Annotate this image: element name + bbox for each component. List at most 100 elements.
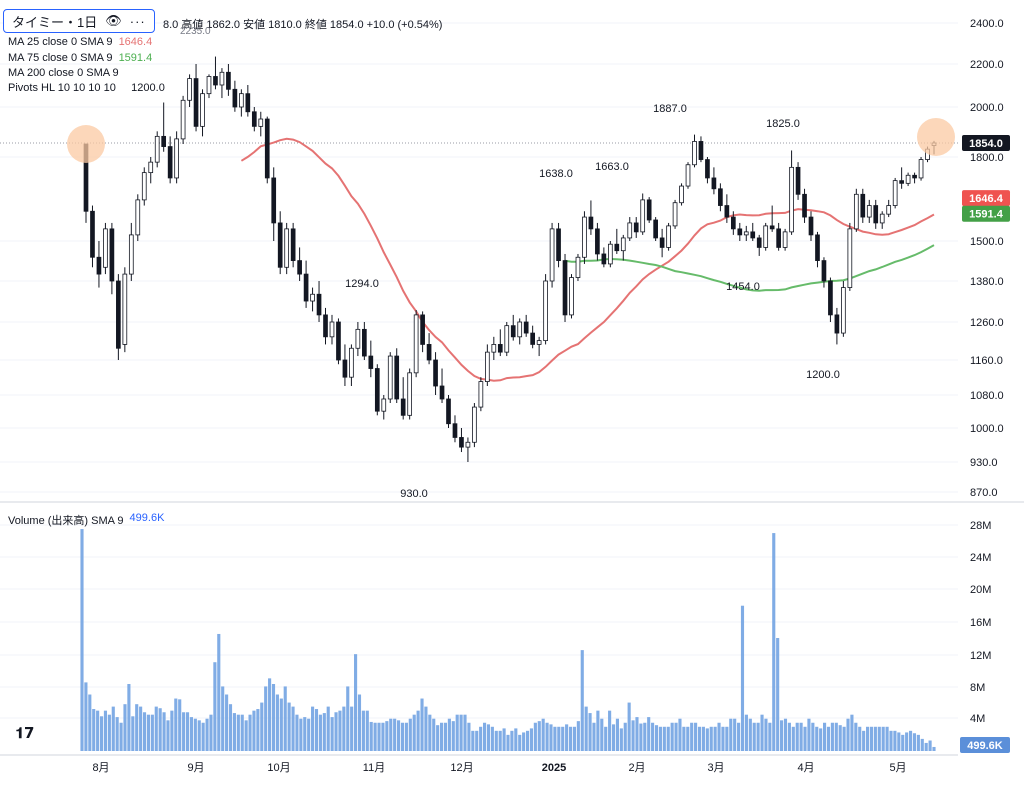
candle-body	[873, 205, 879, 224]
ma25-line	[240, 137, 935, 382]
candle-body	[206, 76, 212, 95]
volume-bar	[420, 698, 424, 751]
candle-body	[446, 398, 451, 425]
volume-bar	[768, 722, 772, 751]
volume-bar	[588, 713, 592, 751]
candle-body	[763, 225, 769, 248]
volume-tick-label: 20M	[970, 584, 991, 596]
volume-bar	[670, 722, 674, 751]
candle-body	[148, 161, 154, 174]
candle-body	[828, 280, 833, 316]
volume-bar	[619, 728, 623, 751]
pivots-legend[interactable]: Pivots HL 10 10 10 10	[8, 82, 116, 94]
volume-bar	[482, 722, 487, 751]
price-tick-label: 870.0	[970, 487, 998, 499]
symbol-selector[interactable]: タイミー・1日 👁 ···	[3, 9, 155, 33]
candle-body	[692, 141, 697, 166]
volume-bar	[217, 633, 221, 751]
volume-bar	[787, 722, 791, 751]
volume-bar	[443, 722, 448, 751]
volume-bar	[838, 725, 842, 751]
volume-bar	[893, 730, 897, 751]
time-tick-label: 8月	[92, 762, 109, 774]
candle-body	[646, 199, 652, 221]
volume-bar	[537, 721, 541, 751]
volume-bar	[490, 726, 494, 751]
candle-body	[815, 234, 820, 261]
volume-bar	[84, 682, 88, 751]
volume-bar	[205, 718, 209, 751]
volume-bar	[475, 730, 479, 751]
candle-body	[633, 222, 639, 233]
volume-bar	[701, 726, 705, 751]
volume-bar	[279, 698, 283, 751]
time-tick-label: 12月	[450, 762, 473, 774]
time-tick-label: 10月	[267, 762, 290, 774]
candle-body	[239, 93, 244, 108]
volume-bar	[385, 721, 389, 751]
volume-bar	[709, 726, 713, 751]
volume-bar	[850, 714, 854, 751]
candle-body	[679, 185, 684, 204]
volume-bar	[811, 722, 815, 751]
volume-bar	[307, 718, 311, 751]
volume-bar	[522, 732, 526, 751]
eye-icon[interactable]: 👁	[105, 13, 122, 28]
volume-bar	[127, 684, 131, 751]
volume-bar	[416, 710, 420, 751]
ma25-price-tag: 1646.4	[969, 193, 1004, 205]
volume-bar	[80, 529, 84, 751]
volume-bar	[291, 706, 295, 751]
candle-body	[789, 166, 794, 233]
volume-bar	[924, 742, 928, 751]
volume-bar	[756, 722, 760, 751]
ma200-legend[interactable]: MA 200 close 0 SMA 9	[8, 67, 119, 79]
volume-bar	[858, 726, 862, 751]
candle-body	[808, 216, 814, 236]
volume-bar	[666, 726, 670, 751]
volume-bar	[248, 714, 252, 751]
volume-bar	[623, 722, 627, 751]
ma25-legend[interactable]: MA 25 close 0 SMA 9 1646.4	[8, 36, 152, 48]
volume-bar	[568, 726, 573, 751]
candle-body	[821, 260, 827, 282]
volume-bar	[260, 702, 264, 751]
candle-body	[381, 398, 387, 412]
volume-bar	[256, 709, 260, 751]
candle-body	[323, 314, 328, 338]
volume-bar	[565, 724, 569, 751]
volume-bar	[580, 650, 584, 751]
volume-bar	[404, 722, 408, 751]
candle-body	[277, 222, 283, 268]
candle-body	[711, 177, 717, 190]
volume-bar	[271, 684, 276, 751]
candle-body	[575, 256, 581, 278]
ma75-line	[564, 244, 935, 292]
candle-body	[439, 385, 445, 400]
volume-bar	[791, 726, 795, 751]
volume-bar	[146, 714, 151, 751]
volume-bar	[721, 726, 725, 751]
volume-bar	[471, 730, 475, 751]
ma75-price-tag: 1591.4	[969, 209, 1004, 221]
tradingview-logo-icon[interactable]: 𝟏𝟳	[15, 724, 35, 742]
ma75-legend[interactable]: MA 75 close 0 SMA 9 1591.4	[8, 52, 152, 64]
volume-bar	[299, 718, 303, 751]
candle-body	[394, 355, 400, 400]
candle-body	[841, 287, 846, 334]
candle-body	[905, 174, 911, 184]
candle-body	[860, 193, 866, 218]
candle-body	[627, 222, 633, 239]
candle-body	[685, 164, 691, 187]
volume-bar	[764, 718, 768, 751]
volume-tag: 499.6K	[967, 740, 1003, 752]
candle-body	[795, 166, 801, 195]
volume-tick-label: 16M	[970, 617, 991, 629]
volume-bar	[209, 714, 213, 751]
more-icon[interactable]: ···	[129, 13, 146, 29]
volume-bar	[830, 722, 834, 751]
volume-bar	[533, 722, 537, 751]
volume-legend[interactable]: Volume (出来高) SMA 9 499.6K	[8, 512, 164, 528]
candle-body	[530, 332, 535, 345]
